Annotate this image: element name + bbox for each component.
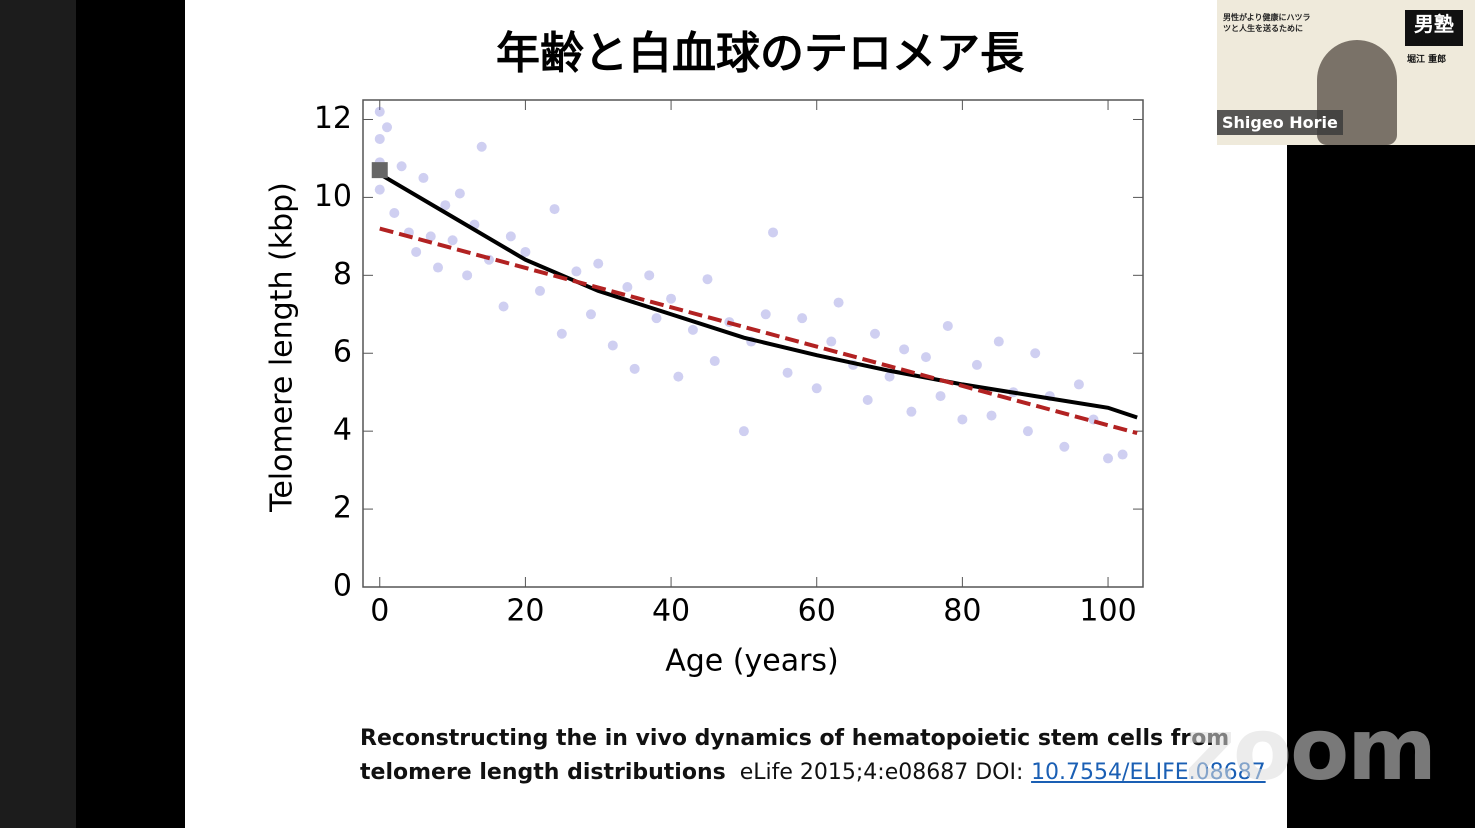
zoom-watermark: zoom	[1185, 700, 1437, 800]
scatter-point	[607, 340, 618, 351]
scatter-point	[374, 106, 385, 117]
scatter-point	[673, 371, 684, 382]
scatter-point	[666, 293, 677, 304]
x-tick-label: 100	[1079, 594, 1136, 629]
scatter-point	[644, 270, 655, 281]
scatter-point	[447, 235, 458, 246]
doi-link[interactable]: 10.7554/ELIFE.08687	[1031, 760, 1266, 785]
x-tick-label: 60	[798, 594, 836, 629]
scatter-point	[440, 200, 451, 211]
scatter-point	[1117, 449, 1128, 460]
y-axis-label: Telomere length (kbp)	[265, 182, 300, 513]
scatter-point	[899, 344, 910, 355]
scatter-point	[374, 184, 385, 195]
scatter-point	[1022, 426, 1033, 437]
scatter-point	[629, 363, 640, 374]
video-thumbnail: 男性がより健康にハツラツと人生を送るために 男塾 OTOKO JUKU 堀江 重…	[1217, 0, 1475, 145]
scatter-point	[920, 352, 931, 363]
scatter-point	[556, 328, 567, 339]
scatter-point	[534, 285, 545, 296]
x-axis-label: Age (years)	[665, 644, 839, 679]
scatter-point	[418, 172, 429, 183]
speaker-jp: 堀江 重郎	[1407, 55, 1447, 65]
y-tick-label: 4	[333, 413, 352, 448]
y-tick-label: 6	[333, 335, 352, 370]
fit-line	[379, 226, 1138, 436]
scatter-point	[869, 328, 880, 339]
scatter-point	[906, 406, 917, 417]
slide	[185, 0, 1287, 828]
scatter-point	[942, 320, 953, 331]
scatter-point	[374, 133, 385, 144]
side-bar	[0, 0, 76, 828]
scatter-point	[709, 356, 720, 367]
scatter-point	[738, 426, 749, 437]
citation-title: Reconstructing the in vivo dynamics of h…	[360, 726, 1230, 785]
scatter-point	[462, 270, 473, 281]
scatter-point	[498, 301, 509, 312]
scatter-point	[505, 231, 516, 242]
x-tick-label: 0	[370, 594, 389, 629]
scatter-point	[957, 414, 968, 425]
slide-title: 年齢と白血球のテロメア長	[496, 28, 1025, 79]
scatter-point	[520, 246, 531, 257]
y-tick-label: 2	[333, 491, 352, 526]
scatter-point	[782, 367, 793, 378]
x-tick-label: 80	[943, 594, 981, 629]
y-tick-label: 10	[314, 179, 352, 214]
scatter-point	[993, 336, 1004, 347]
scatter-point	[702, 274, 713, 285]
scatter-point	[797, 313, 808, 324]
plot-frame	[362, 99, 1144, 588]
scatter-point	[411, 246, 422, 257]
scatter-point	[1030, 348, 1041, 359]
citation: Reconstructing the in vivo dynamics of h…	[360, 722, 1290, 790]
scatter-point	[760, 309, 771, 320]
scatter-point	[1059, 441, 1070, 452]
y-tick-label: 0	[333, 569, 352, 604]
scatter-point	[382, 122, 393, 133]
scatter-point	[935, 391, 946, 402]
video-caption: 男性がより健康にハツラツと人生を送るために	[1223, 13, 1311, 33]
y-tick-label: 12	[314, 101, 352, 136]
scatter-point	[651, 313, 662, 324]
scatter-point	[396, 161, 407, 172]
citation-source: eLife 2015;4:e08687 DOI:	[739, 760, 1024, 785]
scatter-point	[884, 371, 895, 382]
scatter-point	[1103, 453, 1114, 464]
x-tick-label: 40	[652, 594, 690, 629]
scatter-point	[833, 297, 844, 308]
x-tick-label: 20	[506, 594, 544, 629]
scatter-point	[593, 258, 604, 269]
scatter-point	[811, 383, 822, 394]
scatter-point	[549, 204, 560, 215]
scatter-point	[571, 266, 582, 277]
scatter-point	[476, 141, 487, 152]
logo: 男塾	[1405, 10, 1463, 46]
scatter-point	[1073, 379, 1084, 390]
fit-line	[378, 172, 1138, 420]
scatter-point	[862, 394, 873, 405]
scatter-point	[622, 282, 633, 293]
scatter-point	[768, 227, 779, 238]
scatter-point	[585, 309, 596, 320]
square-marker	[371, 162, 388, 179]
scatter-point	[971, 359, 982, 370]
logo-sub: OTOKO JUKU	[1415, 38, 1453, 45]
scatter-point	[454, 188, 465, 199]
scatter-point	[826, 336, 837, 347]
scatter-point	[433, 262, 444, 273]
participant-name: Shigeo Horie	[1217, 110, 1343, 135]
scatter-point	[687, 324, 698, 335]
y-tick-label: 8	[333, 257, 352, 292]
scatter-point	[425, 231, 436, 242]
scatter-point	[986, 410, 997, 421]
scatter-point	[389, 207, 400, 218]
